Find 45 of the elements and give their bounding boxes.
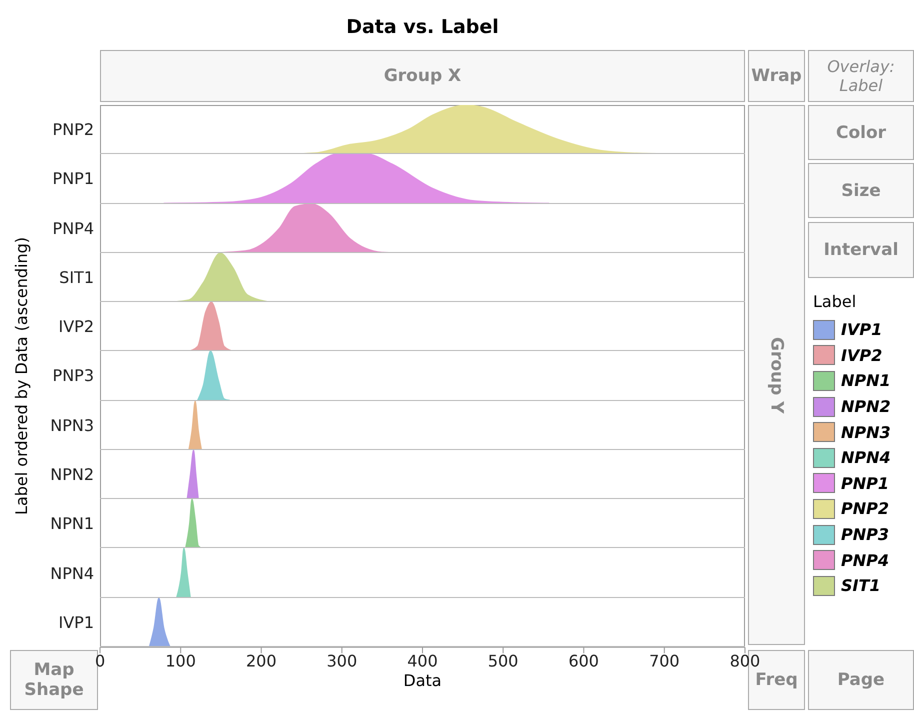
x-axis-title: Data — [402, 670, 443, 690]
legend-label: NPN3 — [841, 422, 891, 442]
x-tick-label: 700 — [649, 651, 680, 670]
text: PNP2 — [52, 120, 94, 140]
y-axis-title: Label ordered by Data (ascending) — [12, 237, 31, 515]
legend-label: PNP2 — [841, 499, 889, 518]
text: Freq — [755, 670, 798, 690]
x-tick-label: 100 — [165, 651, 196, 670]
text: NPN3 — [50, 416, 94, 435]
text: Overlay: Label — [826, 57, 896, 95]
text: Size — [841, 180, 881, 200]
text: IVP2 — [58, 317, 94, 336]
legend-label: NPN4 — [841, 448, 891, 468]
legend-label: IVP1 — [841, 320, 882, 340]
text: Map Shape — [24, 660, 84, 700]
x-tick-label: 300 — [326, 651, 358, 670]
legend-label: NPN1 — [841, 371, 891, 390]
x-tick-label: 800 — [730, 651, 760, 670]
x-tick-label: 0 — [94, 651, 106, 670]
text: PNP4 — [52, 218, 94, 238]
text: IVP1 — [58, 612, 94, 632]
x-tick-label: 200 — [246, 651, 277, 670]
text: Group Y — [766, 336, 786, 414]
text: PNP1 — [52, 169, 94, 188]
legend-label: NPN2 — [841, 397, 891, 416]
text: PNP3 — [52, 366, 94, 386]
chart-title: Data vs. Label — [345, 16, 500, 38]
text: Color — [836, 122, 886, 142]
x-tick-label: 600 — [568, 651, 599, 670]
text: NPN2 — [50, 465, 94, 484]
legend-label: SIT1 — [841, 576, 881, 596]
legend-label: IVP2 — [841, 346, 882, 365]
text: Interval — [824, 240, 898, 260]
legend-title: Label — [813, 292, 858, 311]
text: Group X — [384, 66, 462, 86]
text: NPN4 — [50, 564, 94, 583]
legend-label: PNP4 — [841, 550, 889, 570]
text: NPN1 — [50, 514, 94, 534]
text: SIT1 — [59, 268, 94, 287]
legend-label: PNP1 — [841, 474, 889, 493]
legend-label: PNP3 — [841, 525, 889, 544]
text: Wrap — [751, 66, 802, 86]
text: Page — [837, 670, 885, 690]
x-tick-label: 400 — [407, 651, 438, 670]
x-tick-label: 500 — [488, 651, 518, 670]
